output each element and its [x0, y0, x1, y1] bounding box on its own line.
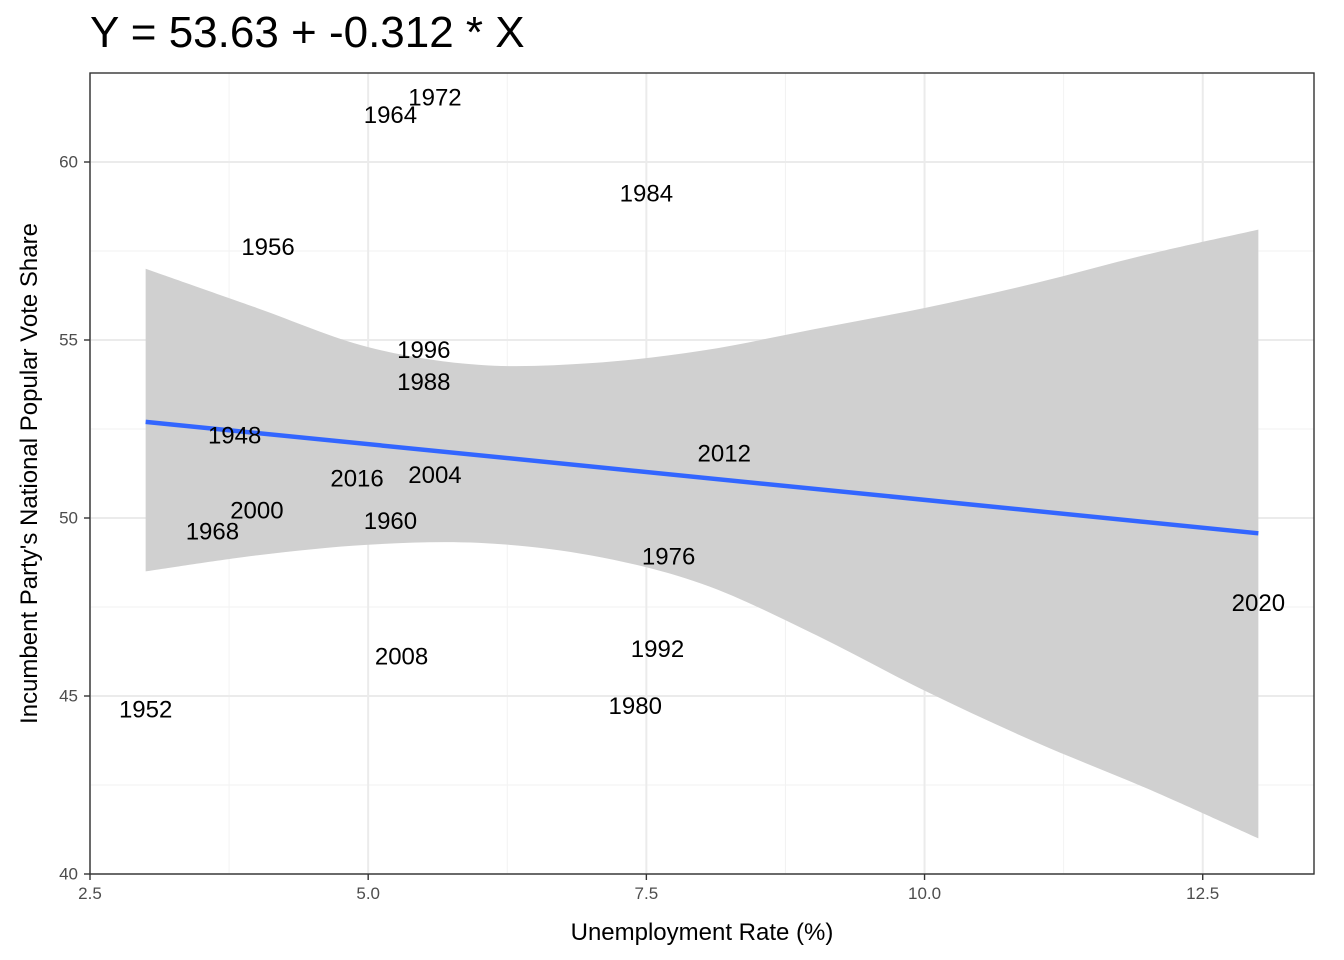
- chart-title: Y = 53.63 + -0.312 * X: [90, 8, 525, 57]
- y-tick-label: 45: [59, 687, 78, 706]
- y-axis-ticks: 40 45 50 55 60: [59, 153, 90, 884]
- point-label-1996: 1996: [397, 337, 450, 364]
- fit-line-layer: [145, 419, 1259, 536]
- x-tick-label: 5.0: [356, 884, 380, 903]
- point-labels: 1948 1952 1956 1960 1964 1968 1972 1976 1980 1984…: [119, 84, 1285, 723]
- point-label-2000: 2000: [230, 497, 283, 524]
- confidence-band-layer: [145, 229, 1259, 839]
- x-tick-label: 10.0: [908, 884, 941, 903]
- x-axis-title: Unemployment Rate (%): [571, 919, 834, 946]
- point-label-1956: 1956: [241, 234, 294, 261]
- point-label-2008: 2008: [375, 643, 428, 670]
- plot-panel-border: [89, 72, 1315, 875]
- point-label-1988: 1988: [397, 369, 450, 396]
- point-label-1968: 1968: [186, 519, 239, 546]
- point-label-1984: 1984: [620, 181, 673, 208]
- point-label-2012: 2012: [698, 440, 751, 467]
- x-tick-label: 7.5: [635, 884, 659, 903]
- point-label-1992: 1992: [631, 636, 684, 663]
- y-tick-label: 40: [59, 865, 78, 884]
- y-tick-label: 50: [59, 509, 78, 528]
- confidence-band: [145, 229, 1259, 839]
- point-label-1952: 1952: [119, 697, 172, 724]
- point-label-1980: 1980: [609, 693, 662, 720]
- x-tick-label: 2.5: [78, 884, 102, 903]
- y-axis-title: Incumbent Party's National Popular Vote …: [16, 223, 43, 724]
- regression-line: [145, 419, 1259, 536]
- point-label-1972: 1972: [408, 84, 461, 111]
- point-label-1976: 1976: [642, 544, 695, 571]
- point-label-2020: 2020: [1232, 590, 1285, 617]
- y-tick-label: 60: [59, 153, 78, 172]
- point-label-1948: 1948: [208, 423, 261, 450]
- point-label-1960: 1960: [364, 508, 417, 535]
- x-tick-label: 12.5: [1186, 884, 1219, 903]
- point-label-1964: 1964: [364, 102, 417, 129]
- point-label-2004: 2004: [408, 462, 461, 489]
- x-axis-ticks: 2.5 5.0 7.5 10.0 12.5: [78, 874, 1219, 903]
- y-tick-label: 55: [59, 331, 78, 350]
- point-label-2016: 2016: [330, 465, 383, 492]
